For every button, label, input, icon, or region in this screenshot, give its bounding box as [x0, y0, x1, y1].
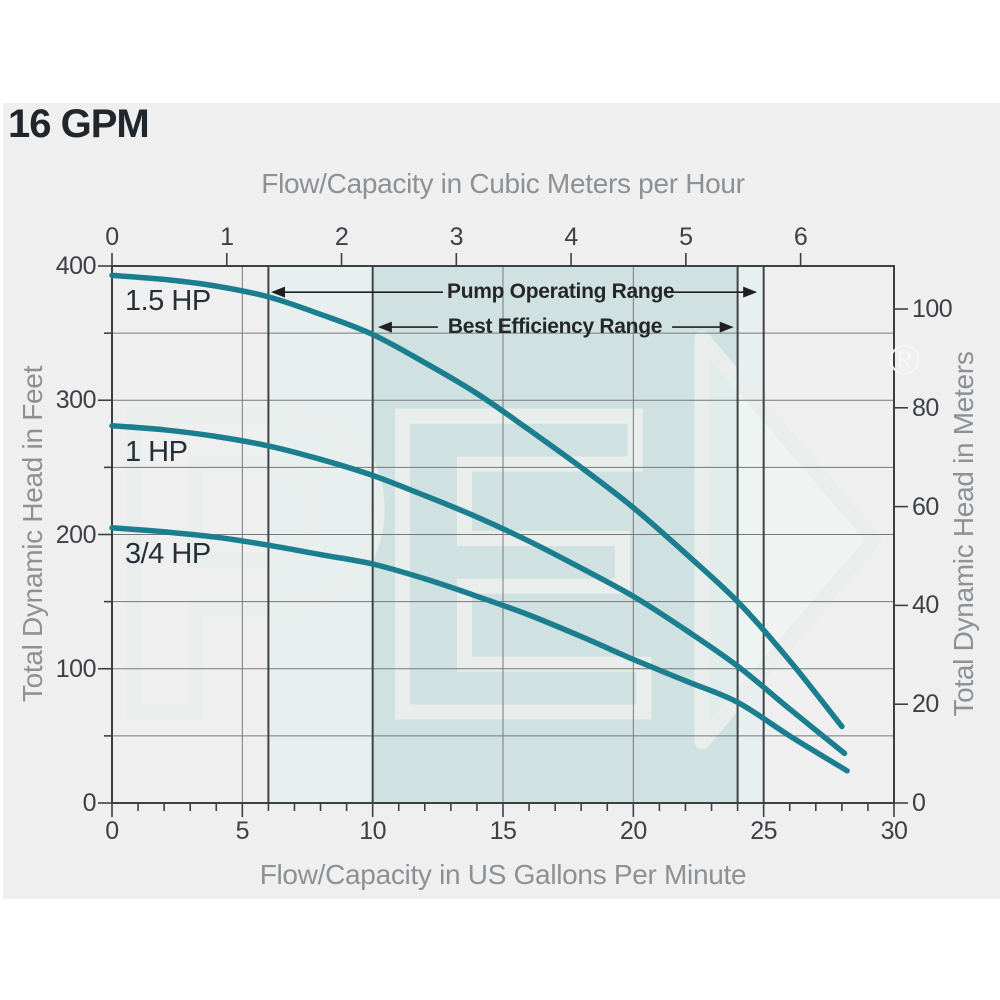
- pump-curve-1.5-hp: [109, 272, 845, 730]
- top-axis-tick-label: 2: [334, 223, 349, 251]
- bottom-axis-tick-label: 30: [880, 817, 908, 845]
- top-axis-tick-label: 6: [793, 223, 808, 251]
- annotation-best-efficiency-range: Best Efficiency Range: [447, 315, 663, 339]
- left-axis-tick-label: 400: [55, 252, 97, 280]
- bottom-axis-tick-label: 5: [235, 817, 250, 845]
- bottom-axis-tick-label: 0: [105, 817, 119, 845]
- top-axis-tick-label: 1: [220, 223, 234, 251]
- watermark-arrow: [694, 330, 882, 750]
- top-axis-tick-label: 3: [449, 223, 464, 251]
- bottom-axis-title: Flow/Capacity in US Gallons Per Minute: [259, 859, 747, 890]
- top-axis-tick-label: 4: [564, 223, 578, 251]
- bottom-axis-tick-label: 20: [619, 817, 647, 845]
- range-arrowhead-left: [271, 286, 286, 298]
- left-axis-tick-label: 100: [55, 654, 97, 683]
- registered-trademark-watermark: ®: [889, 336, 920, 383]
- chart-title: 16 GPM: [8, 102, 150, 146]
- range-arrowhead-left: [377, 321, 392, 333]
- left-axis-tick-label: 0: [82, 789, 97, 817]
- right-axis-tick-label: 60: [912, 492, 939, 521]
- series-label-1-hp: 1 HP: [125, 435, 188, 468]
- top-axis-title: Flow/Capacity in Cubic Meters per Hour: [261, 168, 745, 199]
- right-axis-tick-label: 0: [912, 789, 926, 817]
- right-axis-tick-label: 40: [912, 591, 939, 620]
- top-axis-tick-label: 0: [105, 223, 119, 251]
- bottom-axis-tick-label: 10: [359, 817, 387, 845]
- series-label-1.5-hp: 1.5 HP: [125, 285, 211, 318]
- left-axis-tick-label: 200: [55, 520, 97, 549]
- annotation-pump-operating-range: Pump Operating Range: [447, 280, 675, 304]
- right-axis-tick-label: 20: [912, 690, 939, 719]
- range-arrowhead-right: [719, 321, 734, 333]
- range-arrowhead-right: [743, 286, 758, 298]
- left-axis-tick-label: 300: [55, 386, 97, 415]
- series-label-3-4-hp: 3/4 HP: [125, 537, 211, 570]
- right-axis-tick-label: 80: [912, 393, 939, 422]
- top-axis-tick-label: 5: [679, 223, 693, 251]
- right-axis-tick-label: 100: [912, 295, 953, 323]
- bottom-axis-tick-label: 25: [750, 817, 778, 845]
- pump-curve-1-hp: [109, 423, 848, 757]
- bottom-axis-tick-label: 15: [489, 817, 517, 845]
- pump-curve-3-4-hp: [109, 525, 850, 774]
